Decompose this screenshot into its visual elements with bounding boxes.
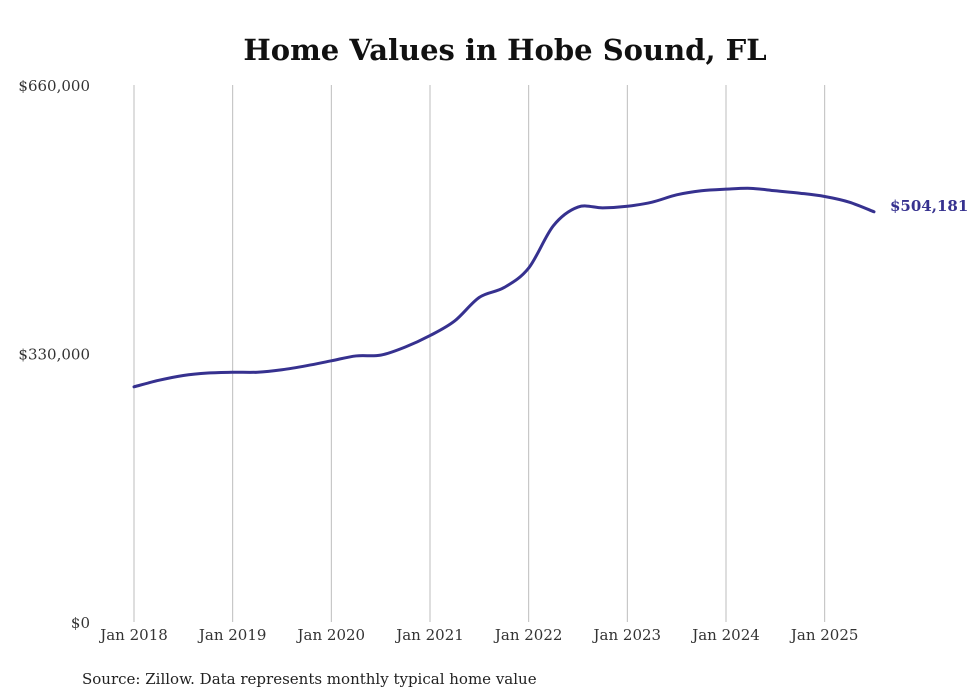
x-axis: Jan 2018 Jan 2019 Jan 2020 Jan 2021 Jan 2022… (98, 626, 858, 644)
series-layer: $504,181 (132, 186, 968, 389)
end-value-label: $504,181 (890, 197, 968, 215)
x-tick-label: Jan 2021 (394, 626, 464, 644)
x-tick-label: Jan 2024 (690, 626, 760, 644)
grid-layer (133, 85, 826, 622)
y-tick-label: $660,000 (18, 77, 90, 95)
x-tick-label: Jan 2019 (197, 626, 267, 644)
y-tick-label: $330,000 (18, 346, 90, 364)
series-line (132, 186, 876, 389)
x-tick-label: Jan 2022 (493, 626, 563, 644)
y-tick-label: $0 (71, 614, 90, 632)
chart-title: Home Values in Hobe Sound, FL (243, 33, 766, 67)
x-tick-label: Jan 2023 (592, 626, 662, 644)
x-tick-label: Jan 2018 (98, 626, 168, 644)
x-tick-label: Jan 2020 (296, 626, 366, 644)
source-note: Source: Zillow. Data represents monthly … (82, 670, 537, 688)
x-tick-label: Jan 2025 (789, 626, 859, 644)
y-axis: $0 $330,000 $660,000 (18, 77, 90, 632)
